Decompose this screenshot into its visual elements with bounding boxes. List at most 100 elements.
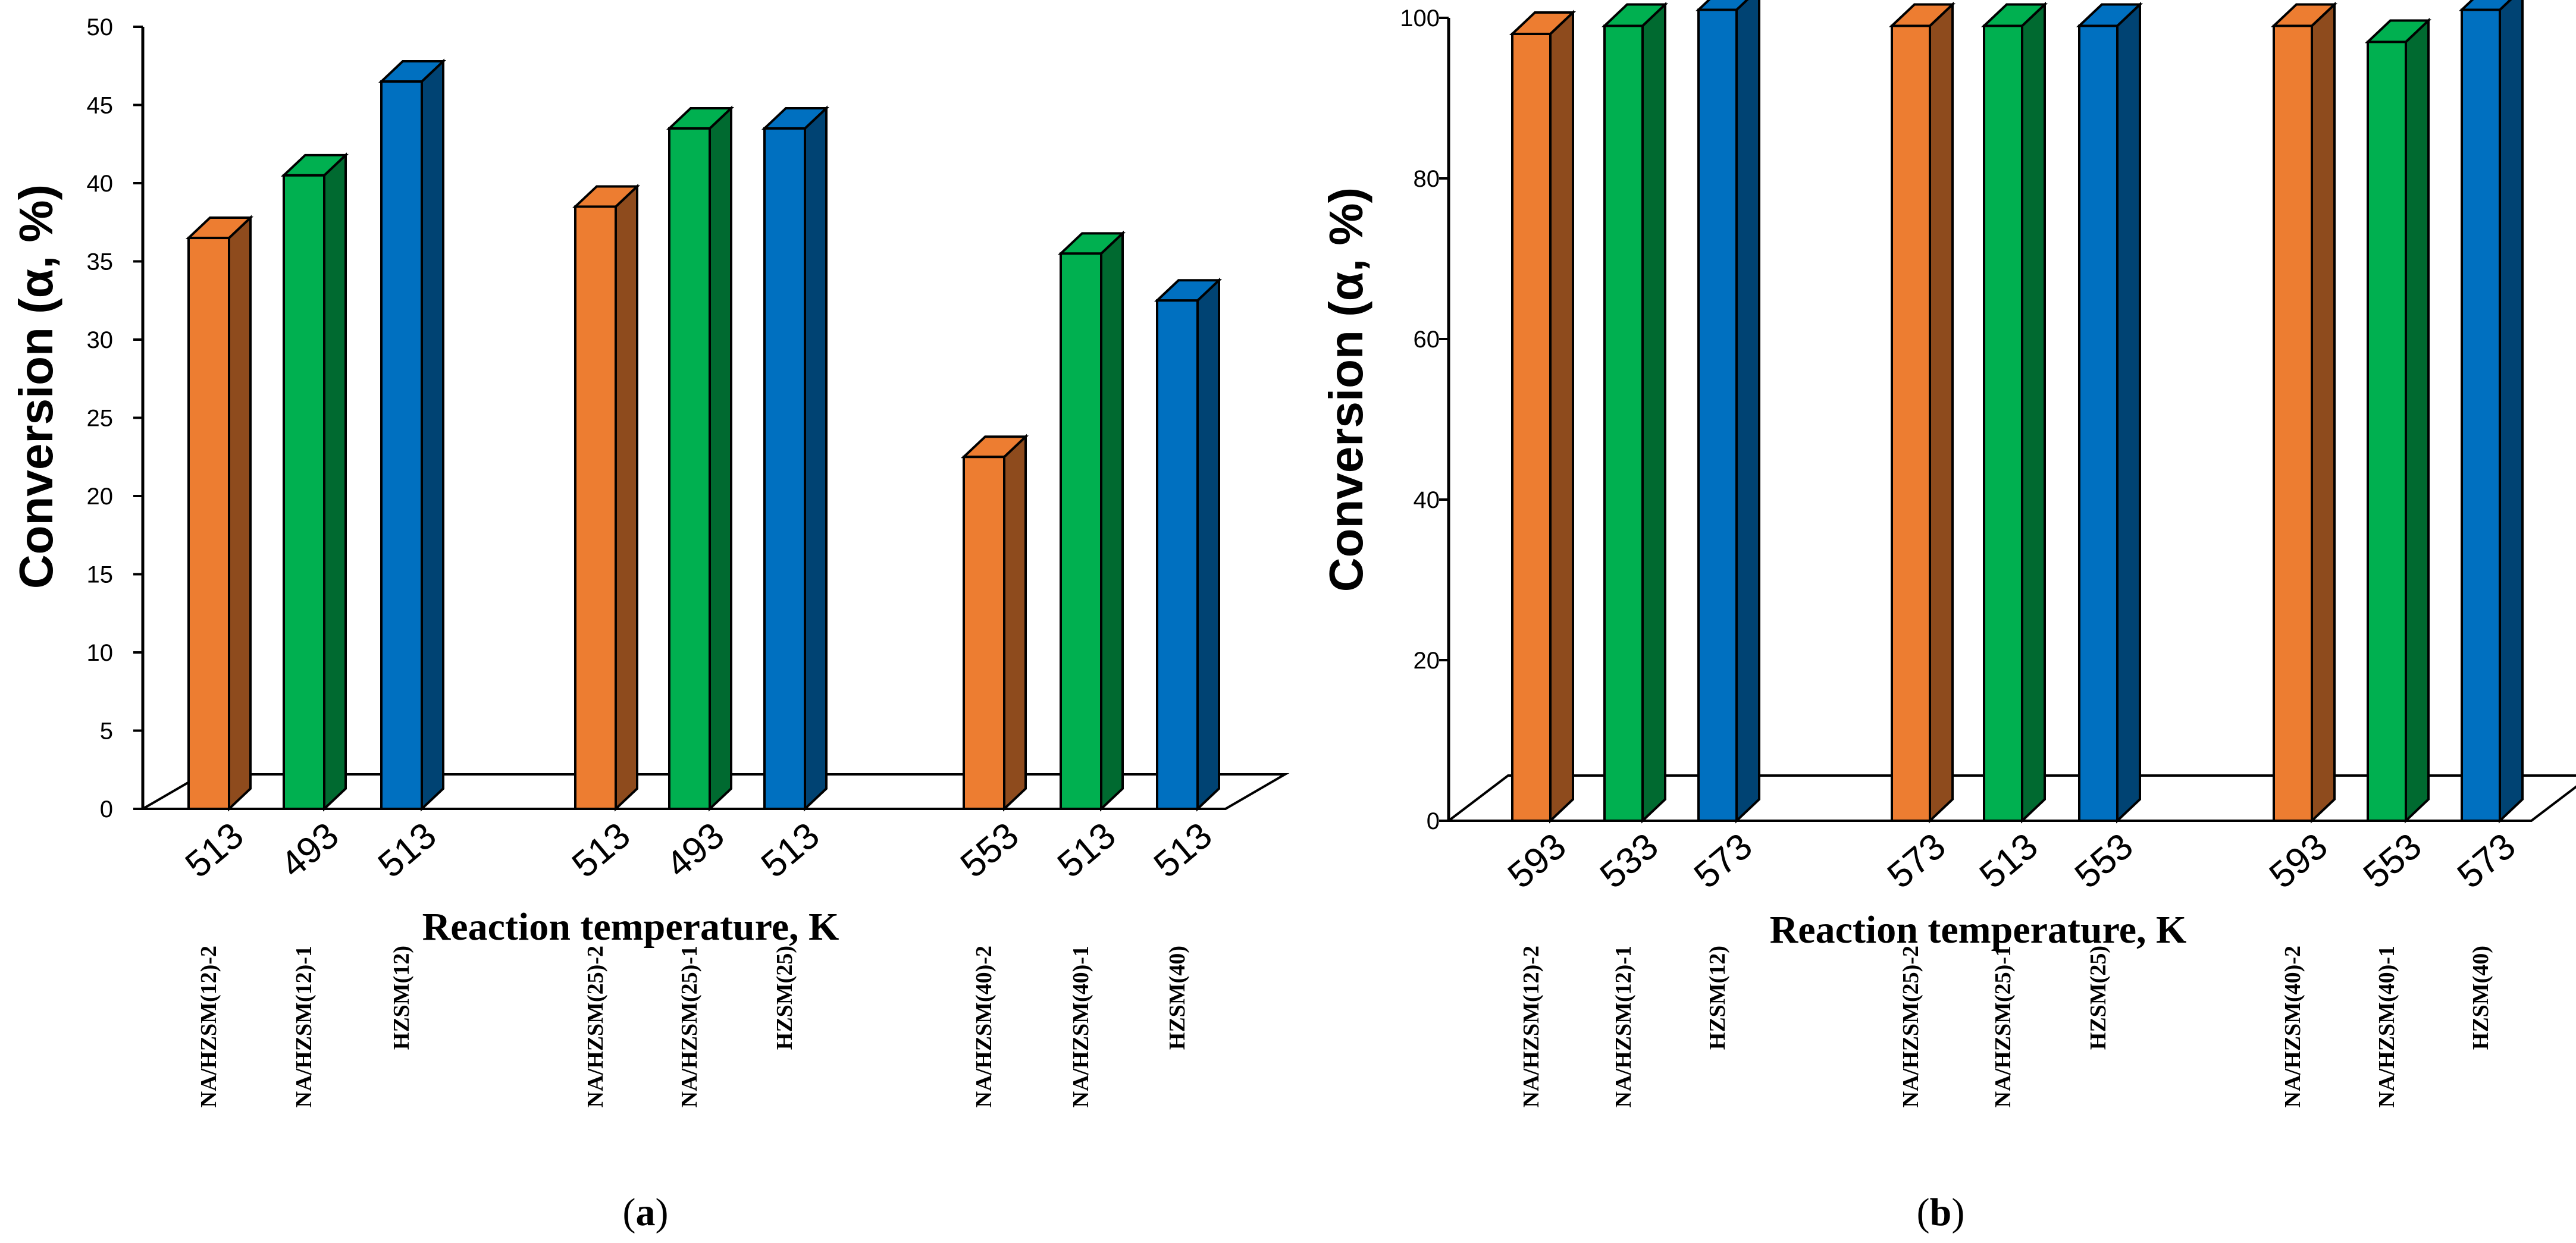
panel-caption: (a)	[623, 1191, 669, 1234]
bar-side	[2311, 1, 2336, 824]
bar-side	[1196, 277, 1220, 812]
x-axis-title: Reaction temperature, K	[422, 905, 839, 949]
temperature-label: 553	[2356, 825, 2430, 896]
y-tick-label: 80	[1414, 166, 1440, 192]
bar-front	[1697, 8, 1738, 822]
bar-front	[574, 205, 617, 810]
y-tick-label: 35	[87, 249, 114, 275]
y-tick-label: 20	[87, 484, 114, 510]
y-tick-label: 45	[87, 93, 114, 119]
temperature-label: 553	[953, 815, 1027, 886]
y-tick-label: 40	[1414, 487, 1440, 513]
temperature-label: 513	[754, 815, 828, 886]
bar-side	[228, 215, 252, 812]
bar-front	[380, 80, 423, 810]
bar-side	[2405, 17, 2430, 824]
catalyst-label: NA/HZSM(12)-1	[292, 946, 316, 1107]
catalyst-label: HZSM(12)	[389, 946, 414, 1050]
temperature-label: 533	[1593, 825, 1666, 896]
bar-front	[2273, 24, 2313, 822]
panel-letter: b	[1930, 1191, 1952, 1234]
temperature-label: 513	[178, 815, 252, 886]
bar-side	[804, 105, 828, 812]
bar-front	[1891, 24, 1931, 822]
bar	[1509, 10, 1577, 824]
temperature-label: 593	[2262, 825, 2336, 896]
bar-front	[1156, 299, 1199, 810]
bar-front	[1060, 252, 1102, 811]
catalyst-label: NA/HZSM(25)-2	[583, 946, 608, 1107]
bar-side	[1100, 230, 1124, 812]
catalyst-label: HZSM(40)	[2468, 946, 2493, 1050]
bar	[1057, 230, 1126, 812]
catalyst-label: NA/HZSM(40)-1	[2374, 946, 2399, 1107]
y-tick-label: 5	[100, 718, 113, 745]
chart-panel-a: 0 5 10 15 20 25 30 35 40 45 50 513 NA/HZSM(12)-2 493 N…	[10, 14, 1290, 1234]
y-tick-label: 50	[87, 14, 114, 40]
y-tick-label: 100	[1400, 5, 1440, 32]
bar-front	[763, 127, 806, 811]
bar-front	[1603, 24, 1644, 822]
bar	[1888, 1, 1956, 824]
bar-front	[2078, 24, 2119, 822]
catalyst-label: HZSM(40)	[1165, 946, 1190, 1050]
catalyst-label: NA/HZSM(12)-2	[196, 946, 221, 1107]
catalyst-label: NA/HZSM(40)-2	[972, 946, 996, 1107]
bar	[666, 105, 735, 812]
catalyst-label: HZSM(25)	[2086, 946, 2111, 1050]
bar-side	[421, 58, 444, 812]
y-tick-label: 0	[1427, 808, 1440, 834]
bar	[1154, 277, 1223, 812]
bar-front	[2367, 40, 2407, 822]
temperature-label: 513	[1972, 825, 2046, 896]
catalyst-label: NA/HZSM(12)-2	[1519, 946, 1544, 1107]
bar-side	[2116, 1, 2141, 824]
catalyst-label: HZSM(12)	[1705, 946, 1730, 1050]
bar-front	[283, 174, 325, 811]
panel-letter: a	[636, 1191, 656, 1234]
bar	[2364, 17, 2432, 824]
bar-front	[1511, 33, 1552, 822]
catalyst-label: NA/HZSM(12)-1	[1611, 946, 1636, 1107]
bar-side	[1549, 10, 1574, 824]
catalyst-label: NA/HZSM(25)-2	[1898, 946, 1923, 1107]
temperature-label: 513	[1050, 815, 1124, 886]
temperature-label: 553	[2067, 825, 2141, 896]
y-tick-label: 10	[87, 640, 114, 666]
y-axis-title: Conversion (α, %)	[1320, 187, 1372, 592]
bar-front	[2461, 8, 2501, 822]
bar-side	[1929, 1, 1954, 824]
catalyst-label: NA/HZSM(25)-1	[1991, 946, 2016, 1107]
y-tick-label: 15	[87, 562, 114, 588]
bar-front	[1983, 24, 2023, 822]
temperature-label: 573	[2450, 825, 2524, 896]
y-tick-label: 25	[87, 406, 114, 432]
bar	[2270, 1, 2338, 824]
temperature-label: 513	[565, 815, 638, 886]
chart-panel-b: 0 20 40 60 80 100 593 NA/HZSM(12)-2 533 NA/HZSM(1…	[1320, 0, 2576, 1234]
bar-side	[1641, 1, 1666, 824]
bar-front	[963, 456, 1005, 810]
y-axis-title: Conversion (α, %)	[10, 184, 62, 589]
chart-floor	[1445, 774, 2576, 822]
bar	[2076, 1, 2143, 824]
x-axis-title: Reaction temperature, K	[1770, 908, 2187, 952]
bar	[1601, 1, 1669, 824]
catalyst-label: HZSM(25)	[772, 946, 797, 1050]
bar-side	[2021, 1, 2046, 824]
bar	[1980, 1, 2048, 824]
bar	[960, 434, 1029, 812]
temperature-label: 513	[371, 815, 444, 886]
y-tick-label: 20	[1414, 648, 1440, 674]
bar-side	[709, 105, 732, 812]
bar	[1695, 0, 1760, 824]
y-tick-label: 40	[87, 171, 114, 197]
bar	[761, 105, 830, 812]
y-tick-label: 0	[100, 796, 113, 823]
bar-side	[1003, 434, 1027, 812]
bar-side	[323, 152, 347, 812]
bar-side	[615, 183, 638, 812]
catalyst-label: NA/HZSM(40)-2	[2280, 946, 2305, 1107]
temperature-label: 593	[1500, 825, 1574, 896]
